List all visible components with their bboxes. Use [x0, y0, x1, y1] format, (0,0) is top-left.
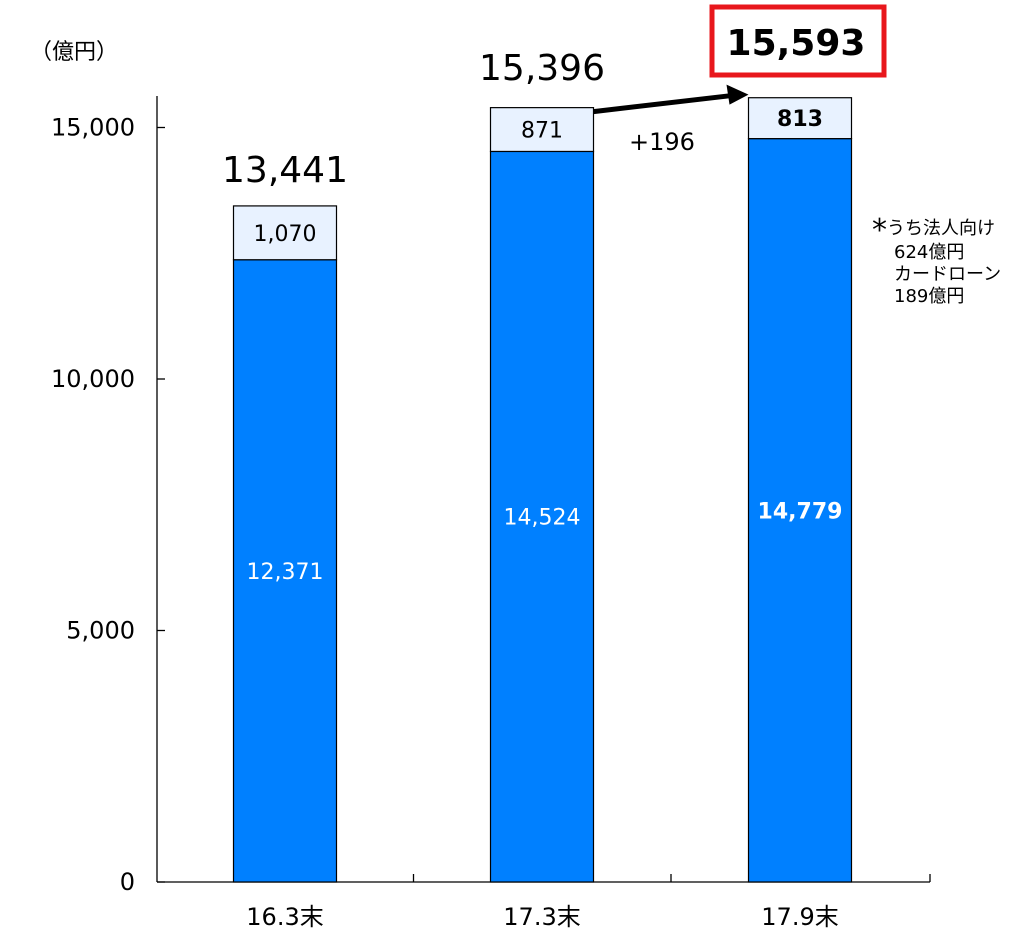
segment-value-label: 14,524: [504, 506, 581, 531]
bar-segment-lower: [232, 259, 338, 883]
footnote-line-1: うち法人向け: [887, 218, 995, 239]
footnote-marker: *: [872, 213, 887, 248]
segment-value-label: 813: [777, 107, 823, 132]
segment-value-label: 871: [521, 119, 563, 144]
change-arrow-line: [593, 93, 731, 115]
bars: [232, 97, 853, 883]
axes: 0 5,000 10,000 15,000 16.3末 17.3末 17.9末: [51, 96, 931, 931]
bar-segment-upper: [747, 97, 853, 140]
labels: 12,371 1,070 14,524 871 14,779 813 13,441 15,39…: [222, 4, 887, 585]
segment-value-label: 14,779: [758, 499, 843, 524]
bar-segment-upper: [489, 107, 595, 153]
y-tick-label: 0: [120, 868, 135, 896]
total-value-label: 13,441: [222, 150, 348, 191]
y-tick-label: 15,000: [51, 114, 135, 142]
footnote-line-4: 189億円: [894, 286, 965, 307]
footnote: *うち法人向け 624億円 カードローン 189億円: [872, 216, 1002, 308]
x-tick-label: 17.3末: [503, 903, 580, 931]
bar-segment-lower: [489, 150, 595, 883]
highlight-box: [709, 4, 887, 78]
y-tick-label: 5,000: [66, 617, 135, 645]
x-tick-label: 17.9末: [761, 903, 838, 931]
footnote-line-3: カードローン: [894, 264, 1002, 285]
bar-segment-lower: [747, 138, 853, 883]
total-value-label: 15,593: [727, 23, 866, 64]
segment-value-label: 1,070: [254, 222, 317, 247]
change-arrow-head: [726, 84, 749, 105]
footnote-line-2: 624億円: [894, 242, 965, 263]
y-axis-unit-label: （億円）: [30, 40, 119, 65]
total-value-label: 15,396: [479, 48, 605, 89]
y-tick-label: 10,000: [51, 365, 135, 393]
x-tick-label: 16.3末: [246, 903, 323, 931]
bar-segment-upper: [232, 205, 338, 261]
change-annotation-label: +196: [629, 128, 695, 156]
segment-value-label: 12,371: [247, 560, 324, 585]
